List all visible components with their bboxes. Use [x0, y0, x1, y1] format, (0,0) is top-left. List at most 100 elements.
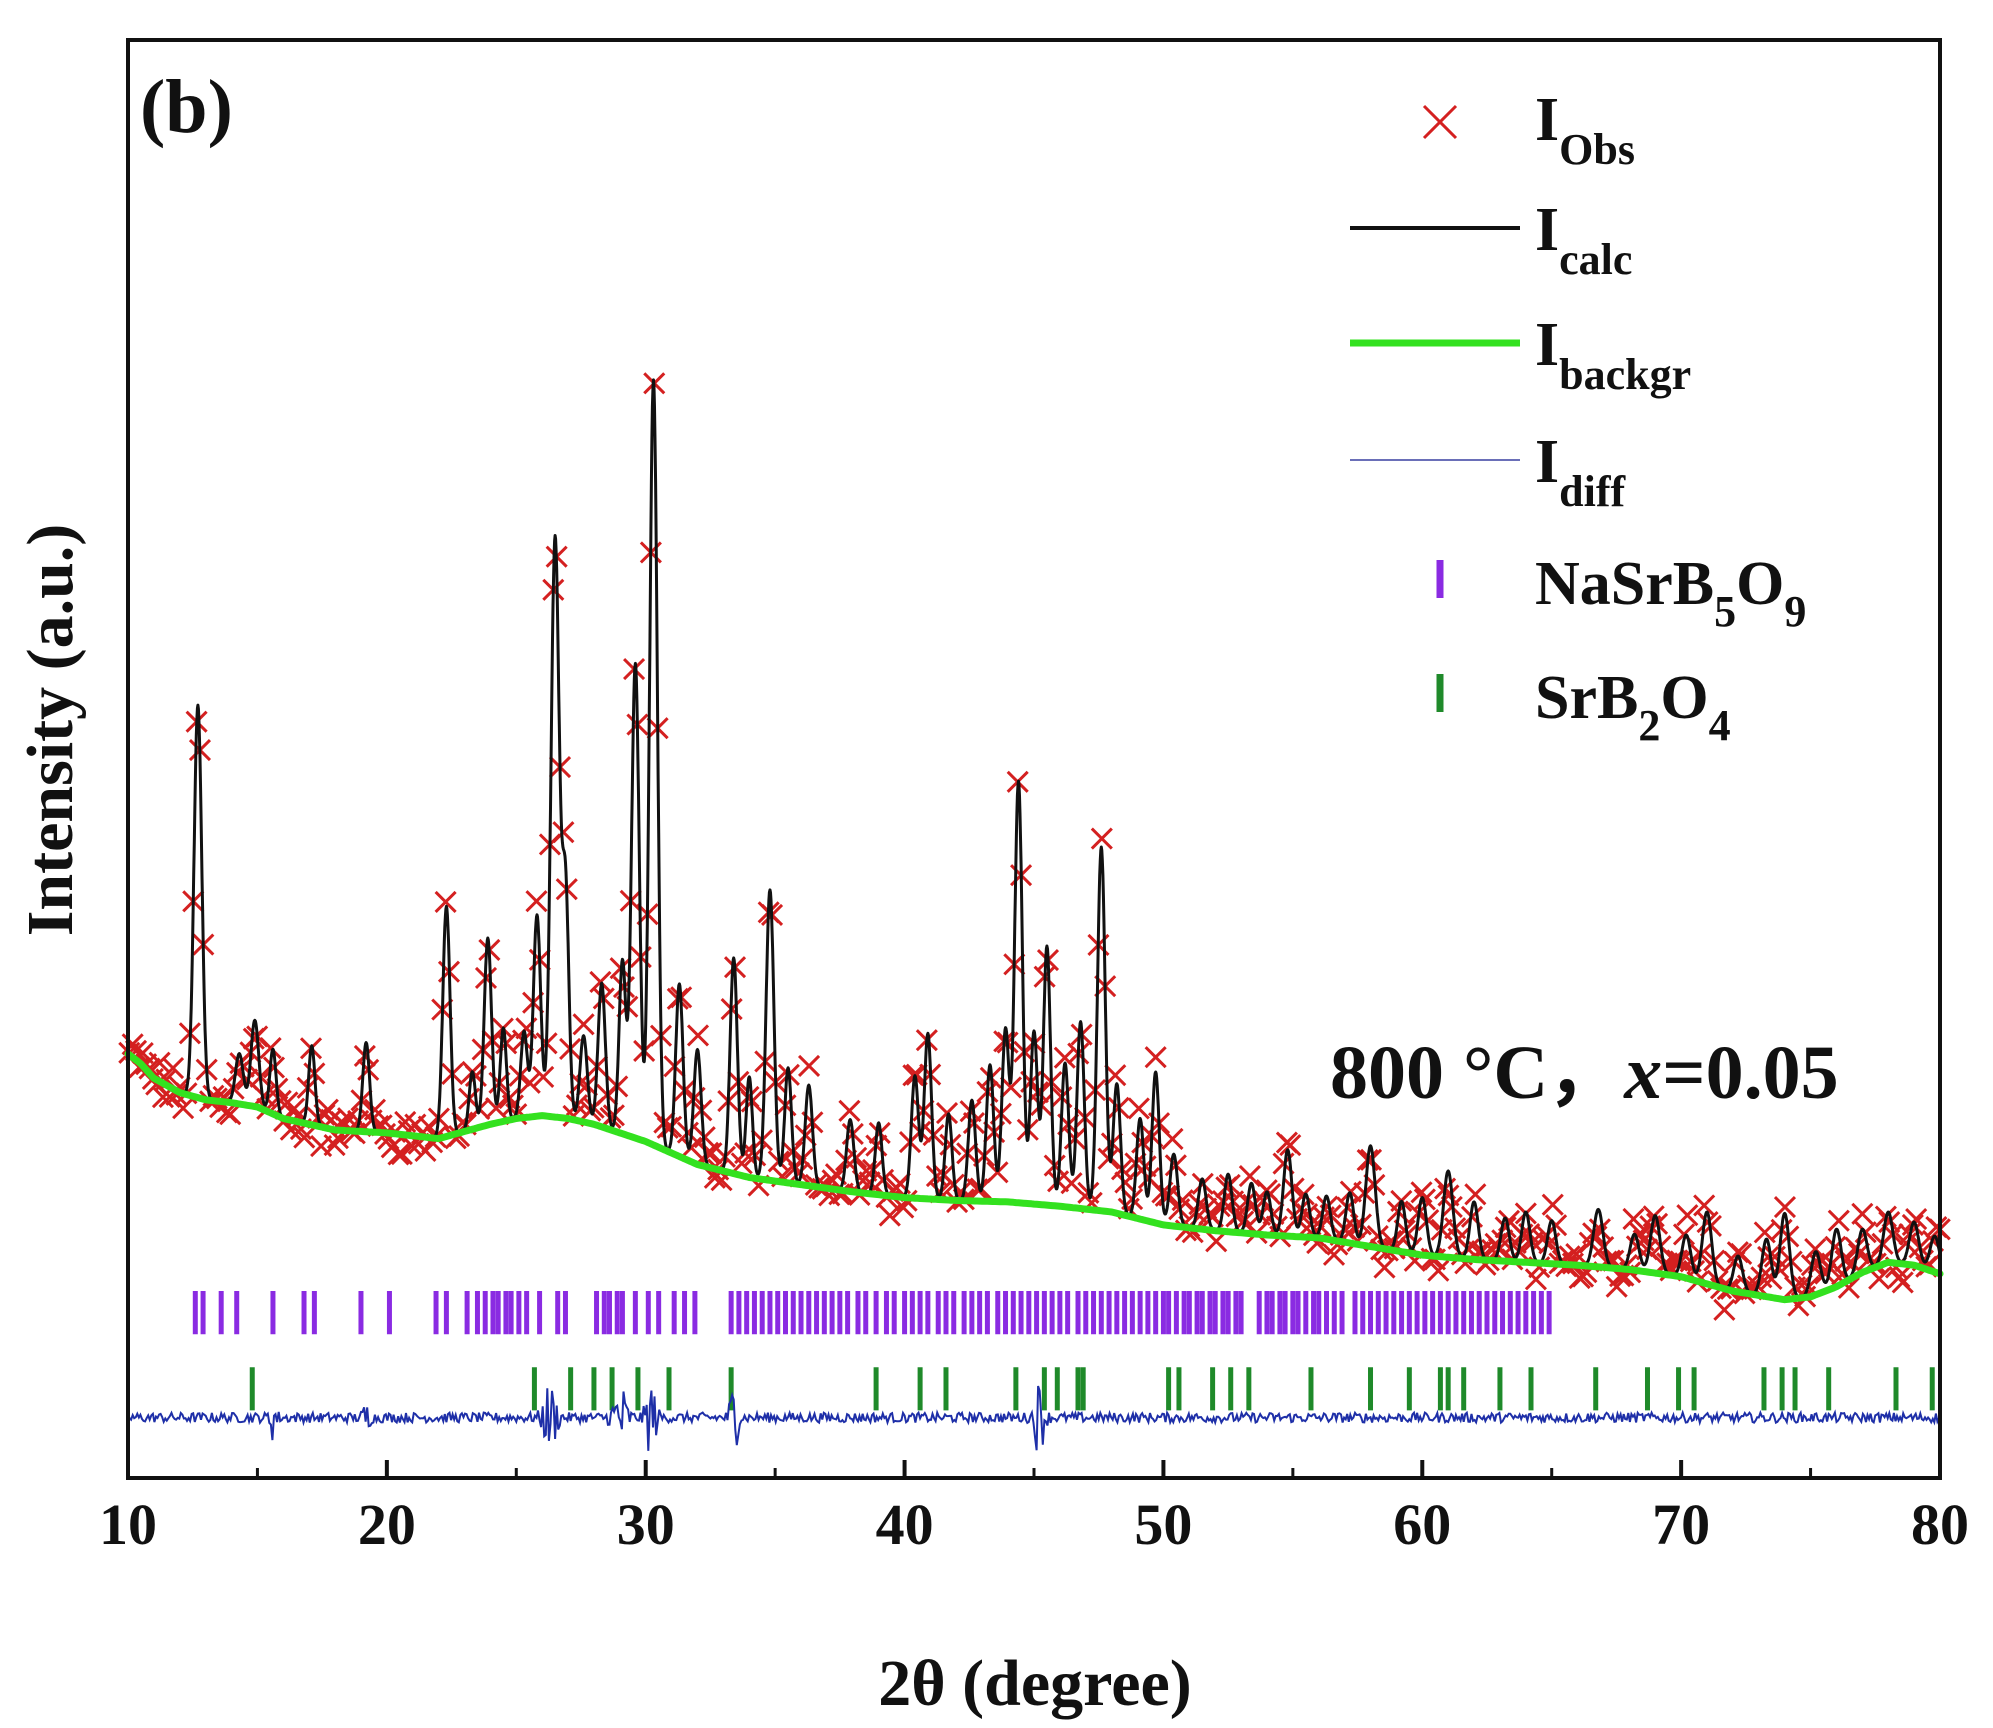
iobs-point [656, 1116, 679, 1139]
iobs-point [797, 1054, 821, 1078]
iobs-point [1114, 1171, 1137, 1194]
iobs-point [1144, 1046, 1167, 1069]
iobs-point [697, 1141, 720, 1164]
iobs-point [787, 1161, 811, 1184]
iobs-point [1541, 1193, 1564, 1216]
x-axis: 10 20 30 40 50 60 70 80 [99, 1460, 1969, 1557]
iobs-point [434, 890, 457, 913]
iobs-point [1417, 1208, 1440, 1232]
legend-formula-sub: 2 [1638, 701, 1660, 750]
iobs-point [1090, 827, 1113, 850]
legend-formula-sub: 9 [1784, 587, 1806, 636]
series-ibackgr-line [124, 1050, 1944, 1304]
legend-label-main: I [1535, 196, 1559, 264]
iobs-point [525, 890, 548, 913]
legend-label-sub: calc [1559, 235, 1632, 284]
legend-label-calc: Icalc [1535, 196, 1632, 284]
iobs-point [259, 1037, 282, 1060]
iobs-point [1494, 1216, 1517, 1239]
iobs-point [1373, 1256, 1396, 1279]
series-idiff-line [127, 1385, 1940, 1451]
x-tick-label: 20 [358, 1492, 416, 1557]
iobs-point [219, 1103, 242, 1126]
iobs-point [838, 1099, 861, 1122]
legend-label-main: I [1535, 428, 1559, 496]
legend-label-diff: Idiff [1535, 428, 1626, 516]
iobs-point [1161, 1127, 1184, 1151]
iobs-point [518, 1071, 541, 1094]
iobs-point [1359, 1148, 1383, 1171]
iobs-point [1060, 1172, 1083, 1195]
iobs-point [1464, 1183, 1487, 1206]
legend-label-sub: backgr [1559, 350, 1691, 399]
x-axis-title: 2θ (degree) [878, 1647, 1192, 1720]
iobs-point [1676, 1204, 1699, 1227]
iobs-point [1773, 1196, 1797, 1219]
legend-item-calc: Icalc [1350, 196, 1632, 284]
iobs-point [1629, 1222, 1652, 1245]
legend-formula-main: SrB [1535, 664, 1638, 732]
panel-label: (b) [140, 65, 233, 149]
iobs-point [572, 1013, 595, 1036]
iobs-point [1814, 1262, 1837, 1285]
legend-label-phase2: SrB2O4 [1535, 664, 1731, 750]
iobs-point [1366, 1225, 1389, 1248]
x-tick-label: 40 [876, 1492, 934, 1557]
iobs-point [1905, 1208, 1928, 1231]
iobs-point [1104, 1064, 1127, 1087]
legend-item-diff: Idiff [1350, 428, 1626, 516]
iobs-point [323, 1134, 346, 1157]
legend-item-obs: IObs [1422, 86, 1635, 174]
legend-item-phase2: SrB2O4 [1436, 664, 1731, 750]
annotation-variable: x [1623, 1031, 1662, 1115]
iobs-point [1279, 1134, 1302, 1157]
iobs-point [1713, 1298, 1736, 1321]
legend-formula-main: NaSrB [1535, 550, 1714, 618]
x-tick-label: 80 [1911, 1492, 1969, 1557]
iobs-point [1410, 1181, 1433, 1204]
iobs-point [1127, 1097, 1150, 1120]
legend-label-main: I [1535, 311, 1559, 379]
legend-formula-sub: 5 [1714, 587, 1736, 636]
legend-formula-main: O [1660, 664, 1708, 732]
iobs-point [1592, 1236, 1615, 1259]
iobs-point [552, 821, 575, 844]
iobs-point [1891, 1271, 1914, 1294]
iobs-point [1878, 1211, 1901, 1234]
iobs-point [999, 1076, 1023, 1099]
reflections-nasrb5o9 [192, 1291, 1552, 1335]
iobs-point [1834, 1249, 1857, 1273]
iobs-point [293, 1126, 316, 1149]
iobs-point [1053, 1046, 1076, 1069]
annotation-suffix: =0.05 [1662, 1031, 1838, 1115]
iobs-point [686, 1024, 710, 1047]
iobs-point [148, 1051, 171, 1074]
iobs-point [1851, 1202, 1874, 1225]
iobs-point [1238, 1164, 1261, 1188]
iobs-point [387, 1143, 410, 1166]
iobs-point [1524, 1268, 1547, 1291]
iobs-point [986, 1161, 1009, 1184]
legend-label-sub: diff [1559, 467, 1626, 516]
iobs-point [1427, 1259, 1450, 1282]
legend-item-backgr: Ibackgr [1350, 311, 1691, 399]
x-tick-label: 70 [1652, 1492, 1710, 1557]
legend-label-backgr: Ibackgr [1535, 311, 1691, 399]
annotation-label: 800 °C，x=0.05 [1330, 1031, 1839, 1115]
iobs-point [532, 1065, 555, 1088]
iobs-point [1622, 1207, 1645, 1230]
iobs-point [1804, 1237, 1827, 1261]
x-tick-label: 30 [617, 1492, 675, 1557]
iobs-point [1672, 1223, 1696, 1246]
iobs-point [935, 1102, 959, 1125]
legend-formula-main: O [1736, 550, 1784, 618]
iobs-point [1413, 1188, 1436, 1211]
reflections-srb2o4 [249, 1367, 1935, 1411]
iobs-point [902, 1064, 925, 1087]
legend-item-phase1: NaSrB5O9 [1436, 550, 1806, 636]
annotation-prefix: 800 °C， [1330, 1031, 1624, 1115]
x-tick-label: 60 [1393, 1492, 1451, 1557]
x-tick-label: 50 [1134, 1492, 1192, 1557]
